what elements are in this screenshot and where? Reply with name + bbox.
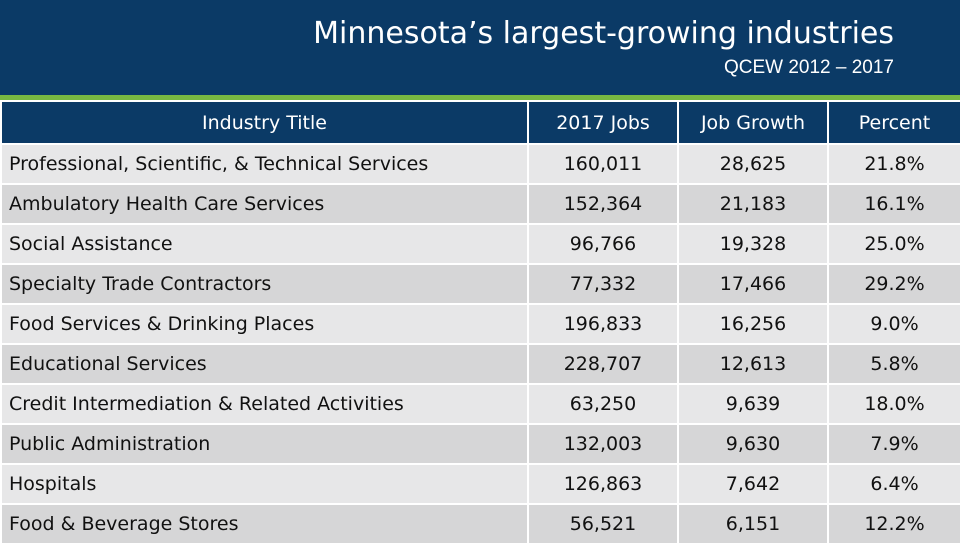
percent-cell: 25.0% [827, 223, 960, 265]
job-growth-cell: 12,613 [677, 343, 829, 385]
percent-cell: 29.2% [827, 263, 960, 305]
table-row: Ambulatory Health Care Services 152,364 … [0, 183, 960, 225]
percent-cell: 16.1% [827, 183, 960, 225]
table-row: Specialty Trade Contractors 77,332 17,46… [0, 263, 960, 305]
industry-title-cell: Specialty Trade Contractors [0, 263, 529, 305]
percent-cell: 18.0% [827, 383, 960, 425]
job-growth-cell: 28,625 [677, 143, 829, 185]
jobs-2017-cell: 56,521 [527, 503, 679, 545]
job-growth-cell: 9,639 [677, 383, 829, 425]
jobs-2017-cell: 228,707 [527, 343, 679, 385]
job-growth-cell: 17,466 [677, 263, 829, 305]
column-header-industry: Industry Title [0, 100, 529, 145]
percent-cell: 5.8% [827, 343, 960, 385]
jobs-2017-cell: 63,250 [527, 383, 679, 425]
column-header-percent: Percent [827, 100, 960, 145]
industry-title-cell: Food & Beverage Stores [0, 503, 529, 545]
industries-table: Industry Title 2017 Jobs Job Growth Perc… [0, 100, 960, 545]
percent-cell: 7.9% [827, 423, 960, 465]
job-growth-cell: 7,642 [677, 463, 829, 505]
table-row: Credit Intermediation & Related Activiti… [0, 383, 960, 425]
column-header-2017-jobs: 2017 Jobs [527, 100, 679, 145]
jobs-2017-cell: 77,332 [527, 263, 679, 305]
accent-divider [0, 95, 960, 100]
table-row: Hospitals 126,863 7,642 6.4% [0, 463, 960, 505]
percent-cell: 12.2% [827, 503, 960, 545]
page-title: Minnesota’s largest-growing industries [313, 16, 894, 51]
industry-title-cell: Social Assistance [0, 223, 529, 265]
page-subtitle: QCEW 2012 – 2017 [723, 57, 894, 78]
job-growth-cell: 6,151 [677, 503, 829, 545]
jobs-2017-cell: 132,003 [527, 423, 679, 465]
jobs-2017-cell: 152,364 [527, 183, 679, 225]
percent-cell: 21.8% [827, 143, 960, 185]
industry-title-cell: Hospitals [0, 463, 529, 505]
jobs-2017-cell: 160,011 [527, 143, 679, 185]
industry-title-cell: Public Administration [0, 423, 529, 465]
table-row: Educational Services 228,707 12,613 5.8% [0, 343, 960, 385]
table-row: Food & Beverage Stores 56,521 6,151 12.2… [0, 503, 960, 545]
industry-title-cell: Ambulatory Health Care Services [0, 183, 529, 225]
table-row: Professional, Scientific, & Technical Se… [0, 143, 960, 185]
table-row: Public Administration 132,003 9,630 7.9% [0, 423, 960, 465]
jobs-2017-cell: 96,766 [527, 223, 679, 265]
table-header-row: Industry Title 2017 Jobs Job Growth Perc… [0, 100, 960, 145]
table-row: Social Assistance 96,766 19,328 25.0% [0, 223, 960, 265]
industry-title-cell: Credit Intermediation & Related Activiti… [0, 383, 529, 425]
job-growth-cell: 9,630 [677, 423, 829, 465]
percent-cell: 9.0% [827, 303, 960, 345]
column-header-job-growth: Job Growth [677, 100, 829, 145]
jobs-2017-cell: 196,833 [527, 303, 679, 345]
percent-cell: 6.4% [827, 463, 960, 505]
title-banner: Minnesota’s largest-growing industries Q… [0, 0, 960, 95]
job-growth-cell: 21,183 [677, 183, 829, 225]
industry-title-cell: Professional, Scientific, & Technical Se… [0, 143, 529, 185]
industry-title-cell: Food Services & Drinking Places [0, 303, 529, 345]
table-row: Food Services & Drinking Places 196,833 … [0, 303, 960, 345]
jobs-2017-cell: 126,863 [527, 463, 679, 505]
industry-title-cell: Educational Services [0, 343, 529, 385]
job-growth-cell: 16,256 [677, 303, 829, 345]
job-growth-cell: 19,328 [677, 223, 829, 265]
